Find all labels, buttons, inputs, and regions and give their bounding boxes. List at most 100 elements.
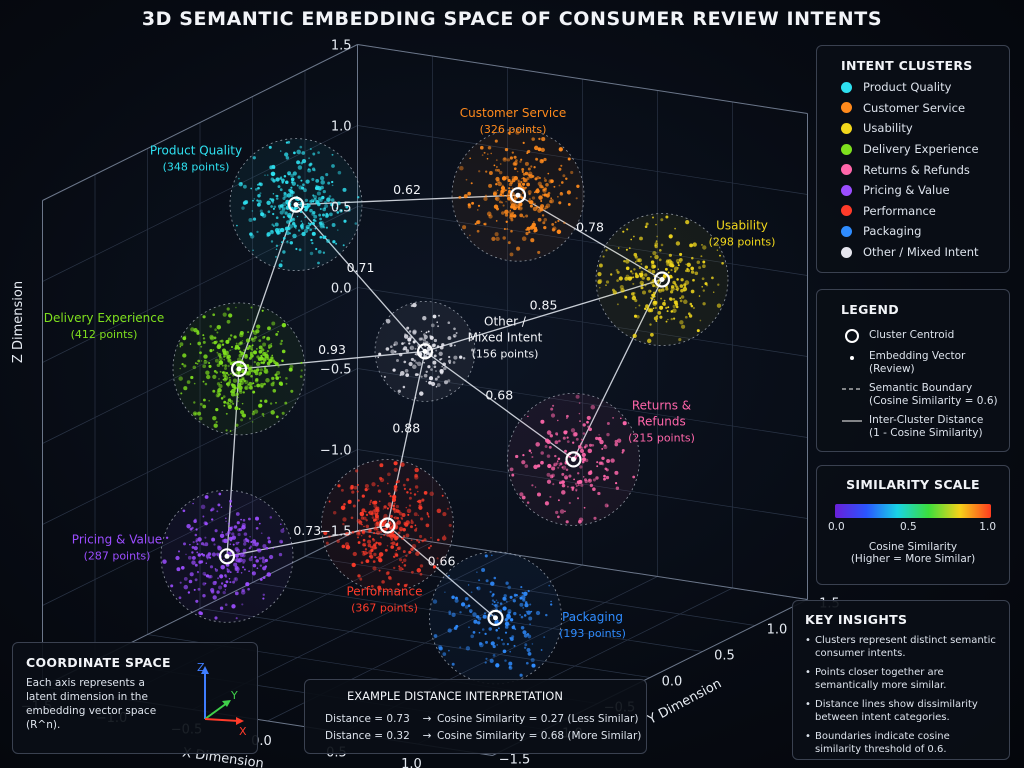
embedding-point [279, 150, 282, 152]
embedding-point [702, 302, 706, 306]
embedding-point [406, 478, 410, 482]
embedding-point [196, 571, 200, 574]
embedding-point [405, 533, 410, 538]
embedding-point [280, 339, 284, 343]
embedding-point [485, 657, 488, 660]
embedding-point [268, 554, 274, 560]
embedding-point [492, 654, 496, 657]
embedding-point [218, 356, 223, 361]
cluster-legend-label: Performance [863, 203, 936, 218]
embedding-point [602, 255, 605, 258]
embedding-point [319, 198, 323, 203]
embedding-point [405, 554, 408, 558]
embedding-point [511, 187, 514, 190]
embedding-point [633, 314, 638, 318]
embedding-point [490, 554, 493, 557]
embedding-point [690, 304, 694, 308]
embedding-point [308, 163, 312, 167]
embedding-point [645, 222, 649, 226]
embedding-point [478, 631, 481, 634]
embedding-point [418, 505, 423, 510]
embedding-point [212, 349, 215, 351]
embedding-point [597, 278, 603, 284]
embedding-point [694, 271, 699, 276]
embedding-point [241, 377, 245, 381]
embedding-point [222, 373, 227, 378]
embedding-point [540, 200, 543, 202]
embedding-point [563, 475, 569, 480]
embedding-point [316, 191, 321, 196]
embedding-point [370, 499, 372, 502]
embedding-point [588, 479, 591, 482]
embedding-point [447, 628, 452, 633]
embedding-point [537, 217, 542, 222]
embedding-point [559, 462, 563, 466]
embedding-point [660, 297, 663, 300]
embedding-point [223, 377, 227, 380]
embedding-point [315, 179, 320, 183]
embedding-point [249, 536, 251, 538]
embedding-point [225, 517, 227, 520]
cluster-legend-label: Product Quality [863, 80, 952, 95]
embedding-point [680, 289, 684, 293]
embedding-point [543, 225, 547, 230]
embedding-point [667, 306, 670, 309]
embedding-point [186, 380, 191, 384]
embedding-point [591, 443, 595, 447]
embedding-point [261, 556, 265, 560]
embedding-point [275, 401, 277, 404]
embedding-point [438, 314, 440, 317]
embedding-point [581, 460, 585, 464]
embedding-point [580, 483, 584, 487]
embedding-point [191, 560, 196, 565]
embedding-point [494, 232, 499, 237]
embedding-point [211, 518, 214, 521]
embedding-point [603, 474, 606, 478]
legend-distance: Inter-Cluster Distance (1 - Cosine Simila… [835, 414, 1001, 440]
embedding-point [238, 378, 243, 383]
embedding-point [284, 226, 289, 231]
embedding-point [535, 190, 538, 192]
embedding-point [544, 205, 549, 209]
embedding-point [253, 409, 259, 414]
embedding-point [435, 370, 437, 372]
embedding-point [397, 531, 401, 535]
legend-boundary-sub: (Cosine Similarity = 0.6) [869, 395, 998, 407]
embedding-point [437, 375, 440, 379]
embedding-point [261, 309, 264, 312]
embedding-point [587, 471, 592, 476]
embedding-point [365, 513, 369, 517]
embedding-point [250, 541, 253, 543]
embedding-point [220, 362, 222, 365]
y-tick-label: 0.0 [662, 675, 683, 690]
embedding-point [311, 222, 315, 226]
embedding-point [644, 307, 647, 311]
embedding-point [250, 306, 253, 309]
embedding-point [557, 515, 560, 519]
coordinate-space-panel: COORDINATE SPACE Each axis represents a … [12, 642, 258, 754]
embedding-point [331, 184, 334, 187]
embedding-point [281, 359, 284, 363]
semantic-boundary [451, 128, 585, 262]
embedding-point [537, 147, 542, 152]
embedding-point [202, 571, 207, 576]
embedding-point [547, 463, 552, 469]
embedding-point [310, 238, 313, 242]
embedding-point [667, 271, 670, 274]
embedding-point [436, 345, 440, 348]
embedding-point [246, 347, 250, 350]
embedding-point [202, 340, 206, 344]
embedding-point [251, 210, 254, 212]
embedding-point [403, 521, 407, 525]
embedding-point [567, 202, 571, 206]
embedding-point [511, 175, 516, 180]
embedding-point [436, 557, 439, 560]
embedding-point [509, 467, 514, 472]
embedding-point [248, 570, 250, 573]
embedding-point [209, 349, 213, 353]
embedding-point [347, 208, 351, 212]
embedding-point [676, 278, 679, 281]
embedding-point [176, 567, 181, 572]
embedding-point [276, 194, 279, 198]
embedding-point [471, 201, 475, 205]
